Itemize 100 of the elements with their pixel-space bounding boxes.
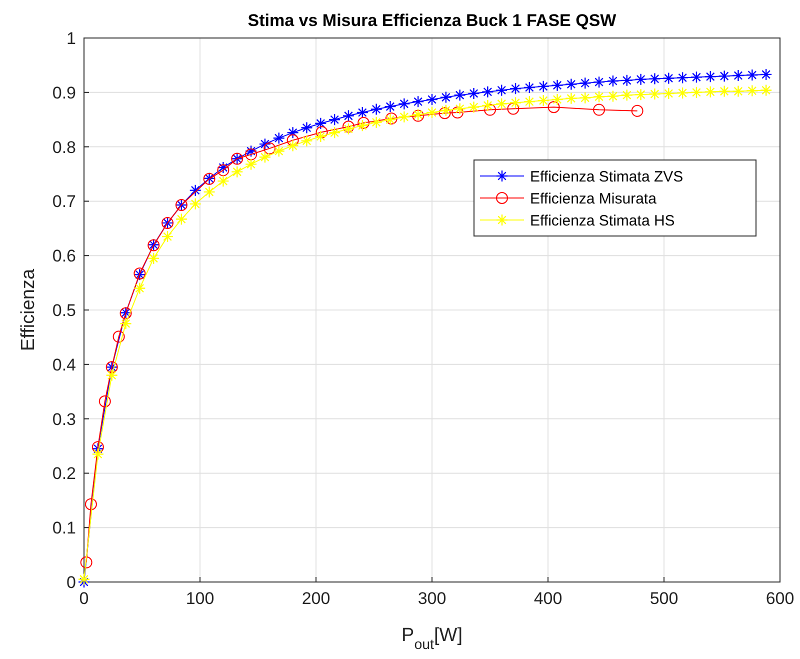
point bbox=[328, 126, 341, 139]
point bbox=[134, 282, 146, 294]
point bbox=[579, 92, 592, 104]
point bbox=[245, 148, 258, 160]
point bbox=[484, 104, 496, 116]
point bbox=[718, 70, 730, 82]
point bbox=[662, 87, 675, 100]
point bbox=[258, 151, 272, 164]
point bbox=[662, 72, 675, 84]
point bbox=[217, 164, 230, 176]
point bbox=[426, 93, 438, 106]
x-tick-label: 400 bbox=[534, 589, 562, 608]
point bbox=[356, 106, 368, 119]
point bbox=[231, 166, 244, 178]
point bbox=[398, 110, 410, 123]
point bbox=[300, 122, 313, 134]
point bbox=[84, 498, 97, 510]
point bbox=[161, 230, 174, 243]
point bbox=[78, 576, 90, 588]
point bbox=[440, 104, 452, 116]
point bbox=[468, 100, 480, 114]
point bbox=[356, 119, 368, 132]
point bbox=[438, 107, 451, 120]
point bbox=[482, 86, 494, 98]
point bbox=[286, 126, 299, 139]
point bbox=[592, 76, 606, 88]
point bbox=[314, 117, 327, 130]
point bbox=[92, 448, 104, 460]
point bbox=[704, 86, 716, 98]
y-tick-label: 0.2 bbox=[52, 464, 76, 484]
legend-label: Efficienza Stimata ZVS bbox=[530, 168, 684, 186]
point bbox=[634, 73, 647, 86]
y-tick-label: 0.6 bbox=[52, 246, 76, 266]
point bbox=[537, 94, 550, 107]
x-axis-title: P$_{out}$[W] bbox=[402, 625, 462, 653]
point bbox=[551, 79, 564, 92]
point bbox=[258, 138, 272, 150]
x-tick-label: 100 bbox=[186, 589, 214, 608]
point bbox=[496, 98, 508, 110]
point bbox=[120, 318, 132, 330]
point bbox=[634, 88, 647, 101]
point bbox=[80, 556, 92, 568]
point bbox=[342, 110, 355, 122]
point bbox=[565, 92, 578, 104]
point bbox=[523, 81, 536, 94]
point bbox=[648, 72, 661, 85]
point bbox=[606, 90, 620, 102]
y-tick-label: 0.5 bbox=[52, 300, 76, 320]
y-tick-label: 0.8 bbox=[52, 138, 76, 157]
point bbox=[112, 330, 125, 343]
y-tick-label: 0.1 bbox=[52, 518, 76, 538]
point bbox=[412, 96, 424, 108]
point bbox=[264, 142, 276, 154]
point bbox=[175, 213, 188, 226]
point bbox=[272, 145, 285, 158]
x-tick-label: 200 bbox=[302, 589, 330, 608]
point bbox=[314, 130, 327, 143]
point bbox=[565, 78, 578, 90]
y-tick-label: 1 bbox=[66, 28, 76, 48]
point bbox=[454, 102, 466, 115]
point bbox=[189, 198, 202, 210]
point bbox=[496, 84, 508, 96]
point bbox=[398, 98, 410, 110]
point bbox=[690, 86, 703, 98]
x-tick-label: 0 bbox=[79, 589, 89, 608]
point bbox=[690, 71, 703, 84]
x-tick-label: 300 bbox=[418, 589, 446, 608]
point bbox=[316, 126, 328, 138]
point bbox=[244, 145, 258, 158]
point bbox=[148, 252, 160, 264]
point bbox=[78, 573, 90, 586]
legend-label: Efficienza Stimata HS bbox=[530, 212, 675, 230]
point bbox=[620, 89, 633, 102]
point bbox=[370, 103, 382, 116]
chart-title: Stima vs Misura Efficienza Buck 1 FASE QSW bbox=[248, 11, 618, 30]
legend-label: Efficienza Misurata bbox=[530, 190, 658, 208]
point bbox=[606, 74, 620, 88]
y-tick-label: 0.7 bbox=[52, 192, 76, 212]
point bbox=[300, 134, 313, 147]
point bbox=[440, 91, 452, 104]
point bbox=[746, 68, 758, 82]
point bbox=[548, 101, 560, 114]
y-tick-label: 0.4 bbox=[52, 355, 76, 374]
point bbox=[648, 88, 661, 100]
point bbox=[106, 369, 118, 382]
point bbox=[579, 77, 592, 90]
point bbox=[631, 104, 644, 117]
point bbox=[203, 186, 216, 198]
point bbox=[358, 116, 370, 129]
point bbox=[732, 85, 744, 98]
point bbox=[746, 84, 758, 97]
point bbox=[592, 90, 606, 103]
y-axis-title: Efficienza bbox=[18, 268, 39, 352]
y-tick-label: 0.9 bbox=[52, 83, 76, 102]
point bbox=[468, 87, 480, 100]
point bbox=[676, 72, 689, 84]
point bbox=[676, 86, 689, 100]
point bbox=[482, 99, 494, 112]
y-tick-label: 0.3 bbox=[52, 410, 76, 429]
y-tick-label: 0 bbox=[66, 572, 76, 592]
